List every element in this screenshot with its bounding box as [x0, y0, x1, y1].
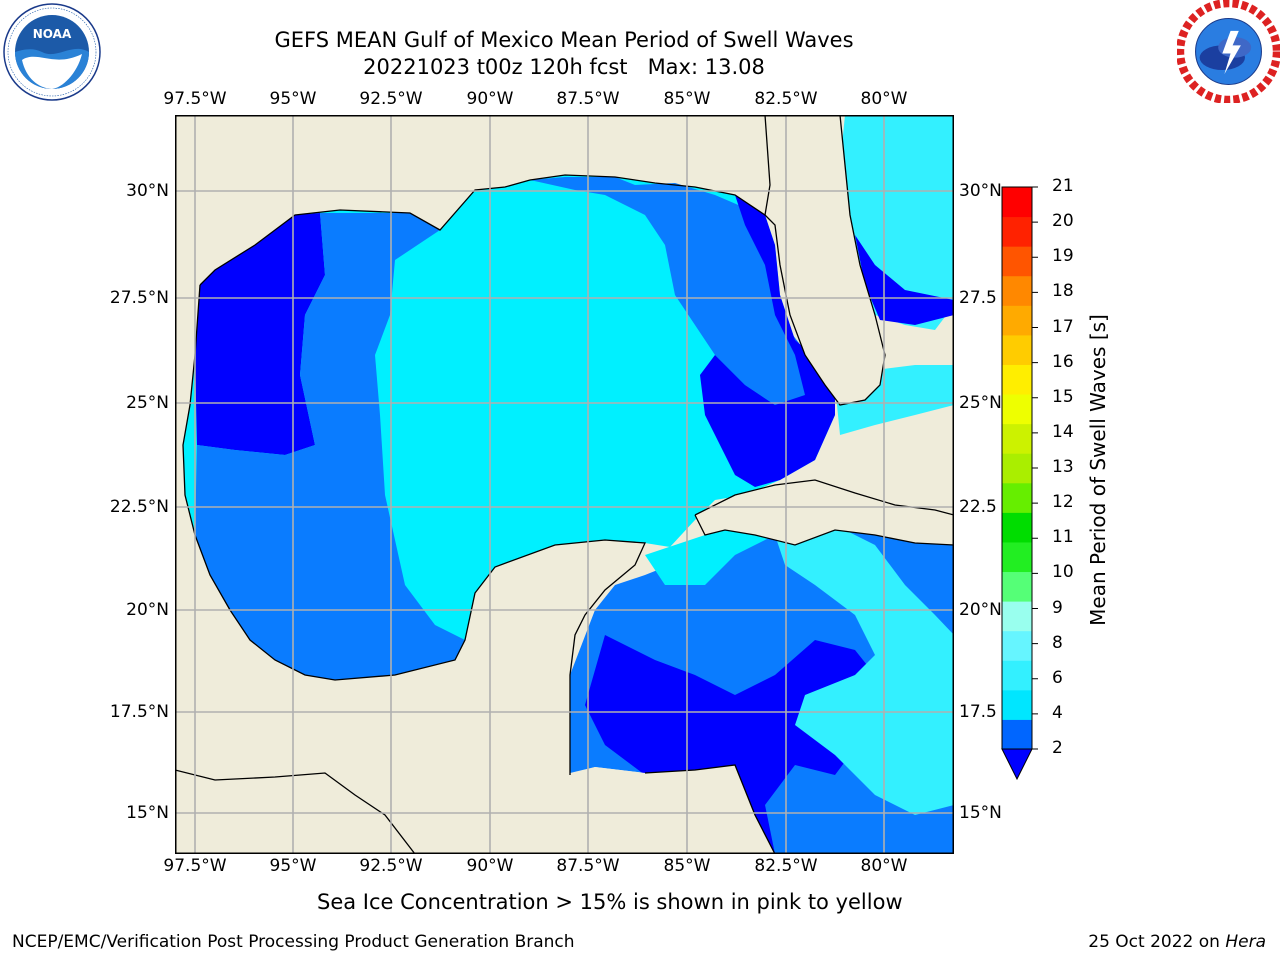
eastern-shelf-low-zone: [700, 195, 835, 487]
lat-tick-right: 15°N: [959, 803, 1002, 823]
branch-credit: NCEP/EMC/Verification Post Processing Pr…: [12, 932, 575, 952]
lon-tick-bottom: 82.5°W: [754, 856, 818, 876]
lon-tick-top: 92.5°W: [359, 89, 423, 109]
colorbar-band: [1002, 305, 1032, 336]
caribbean-dark-zone: [585, 635, 875, 854]
colorbar-band: [1002, 601, 1032, 632]
lon-tick-bottom: 92.5°W: [359, 856, 423, 876]
atlantic-dark-strip: [855, 235, 954, 325]
coastlines: [175, 115, 954, 854]
colorbar-tick-label: 4: [1052, 702, 1063, 723]
lat-tick-left: 22.5°N: [109, 497, 169, 517]
lon-tick-top: 95°W: [269, 89, 317, 109]
lon-tick-top: 97.5°W: [163, 89, 227, 109]
colorbar-tick-label: 9: [1052, 597, 1063, 618]
svg-text:NOAA: NOAA: [33, 27, 72, 41]
colorbar-band: [1002, 541, 1032, 573]
lon-tick-bottom: 87.5°W: [556, 856, 620, 876]
lon-tick-bottom: 95°W: [269, 856, 317, 876]
colorbar-tick-label: 14: [1052, 421, 1074, 442]
lon-tick-top: 85°W: [663, 89, 711, 109]
lon-tick-top: 90°W: [466, 89, 514, 109]
colorbar-band: [1002, 689, 1032, 720]
colorbar-tick-label: 11: [1052, 527, 1074, 548]
colorbar-band: [1002, 216, 1032, 247]
mexico-east-coast-land: [175, 445, 335, 780]
us-coast-land: [175, 115, 770, 445]
cuba-land: [695, 480, 954, 545]
florida-land: [765, 115, 885, 405]
colorbar-tick-label: 16: [1052, 351, 1074, 372]
run-date-text: 25 Oct 2022 on: [1088, 932, 1220, 952]
lon-tick-top: 87.5°W: [556, 89, 620, 109]
run-date: 25 Oct 2022 on Hera: [1088, 932, 1266, 952]
lon-tick-bottom: 90°W: [466, 856, 514, 876]
lon-tick-top: 80°W: [860, 89, 908, 109]
gulf-of-mexico-map: [175, 115, 954, 854]
lon-tick-top: 82.5°W: [754, 89, 818, 109]
colorbar-tick-label: 21: [1052, 176, 1074, 196]
lat-tick-right: 17.5: [959, 702, 997, 722]
noaa-logo-icon: NOAA: [3, 3, 101, 101]
colorbar-label: Mean Period of Swell Waves [s]: [1086, 314, 1110, 626]
lat-tick-right: 25°N: [959, 393, 1002, 413]
colorbar-band: [1002, 334, 1032, 365]
graticule: [175, 115, 954, 854]
colorbar-band: [1002, 571, 1032, 602]
colorbar-band: [1002, 453, 1032, 484]
title-line-1: GEFS MEAN Gulf of Mexico Mean Period of …: [274, 28, 854, 52]
colorbar-band: [1002, 246, 1032, 277]
colorbar-band: [1002, 394, 1032, 425]
title-line-2: 20221023 t00z 120h fcst Max: 13.08: [363, 55, 765, 79]
lat-tick-left: 27.5°N: [109, 288, 169, 308]
nws-logo-icon: [1177, 0, 1280, 103]
colorbar-tick-label: 8: [1052, 632, 1063, 653]
map-frame: [175, 115, 954, 854]
colorbar-tick-label: 15: [1052, 386, 1074, 407]
yucatan-land: [175, 540, 775, 854]
colorbar-under-triangle: [1001, 748, 1033, 781]
lat-tick-left: 30°N: [126, 181, 169, 201]
colorbar-tick-label: 18: [1052, 281, 1074, 302]
colorbar-band: [1002, 630, 1032, 661]
colorbar-band: [1002, 423, 1032, 454]
colorbar-bands: [1001, 186, 1038, 750]
machine-name: Hera: [1225, 932, 1266, 952]
western-medium-zone: [195, 213, 465, 680]
lat-tick-left: 17.5°N: [109, 702, 169, 722]
colorbar-tick-label: 20: [1052, 211, 1074, 232]
lat-tick-right: 30°N: [959, 181, 1002, 201]
lon-tick-bottom: 85°W: [663, 856, 711, 876]
colorbar-band: [1002, 364, 1032, 395]
lat-tick-right: 22.5: [959, 497, 997, 517]
lon-tick-bottom: 97.5°W: [163, 856, 227, 876]
colorbar-band: [1002, 275, 1032, 306]
colorbar-tick-label: 13: [1052, 457, 1074, 477]
lat-tick-right: 20°N: [959, 600, 1002, 620]
colorbar-band: [1002, 482, 1032, 513]
colorbar-tick-label: 2: [1052, 738, 1063, 758]
lon-tick-bottom: 80°W: [860, 856, 908, 876]
lat-tick-left: 15°N: [126, 803, 169, 823]
lat-tick-left: 25°N: [126, 393, 169, 413]
colorbar: [1001, 186, 1038, 781]
lat-tick-right: 27.5: [959, 288, 997, 308]
colorbar-tick-label: 19: [1052, 246, 1074, 267]
colorbar-tick-label: 17: [1052, 316, 1074, 337]
colorbar-tick-label: 6: [1052, 667, 1063, 688]
caribbean-high-band: [775, 525, 954, 815]
colorbar-tick-label: 10: [1052, 562, 1074, 583]
lat-tick-left: 20°N: [126, 600, 169, 620]
colorbar-band: [1002, 660, 1032, 691]
colorbar-band: [1002, 512, 1032, 543]
colorbar-tick-label: 12: [1052, 492, 1074, 513]
sea-ice-footnote: Sea Ice Concentration > 15% is shown in …: [317, 890, 903, 914]
colorbar-band: [1002, 719, 1032, 750]
colorbar-band: [1002, 187, 1032, 218]
